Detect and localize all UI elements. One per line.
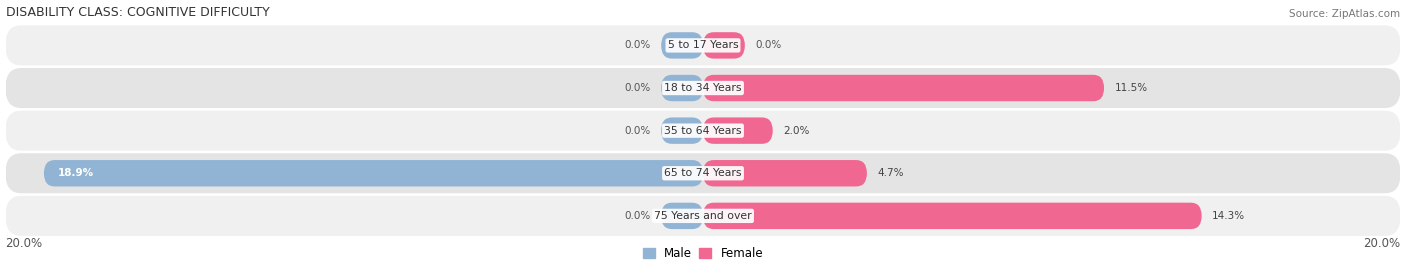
Text: 0.0%: 0.0%	[755, 40, 782, 50]
Text: 18 to 34 Years: 18 to 34 Years	[664, 83, 742, 93]
FancyBboxPatch shape	[44, 160, 703, 187]
Text: 20.0%: 20.0%	[1364, 237, 1400, 250]
Text: 20.0%: 20.0%	[6, 237, 42, 250]
Text: 65 to 74 Years: 65 to 74 Years	[664, 168, 742, 178]
FancyBboxPatch shape	[661, 75, 703, 101]
Text: 2.0%: 2.0%	[783, 126, 810, 136]
Text: 18.9%: 18.9%	[58, 168, 94, 178]
FancyBboxPatch shape	[661, 117, 703, 144]
Text: 35 to 64 Years: 35 to 64 Years	[664, 126, 742, 136]
FancyBboxPatch shape	[6, 153, 1400, 193]
Text: 75 Years and over: 75 Years and over	[654, 211, 752, 221]
FancyBboxPatch shape	[6, 68, 1400, 108]
FancyBboxPatch shape	[703, 117, 773, 144]
Text: 11.5%: 11.5%	[1115, 83, 1147, 93]
Text: 0.0%: 0.0%	[624, 126, 651, 136]
FancyBboxPatch shape	[703, 75, 1104, 101]
FancyBboxPatch shape	[703, 203, 1202, 229]
FancyBboxPatch shape	[6, 25, 1400, 65]
Text: 0.0%: 0.0%	[624, 211, 651, 221]
FancyBboxPatch shape	[6, 111, 1400, 151]
Text: DISABILITY CLASS: COGNITIVE DIFFICULTY: DISABILITY CLASS: COGNITIVE DIFFICULTY	[6, 6, 270, 19]
Text: 14.3%: 14.3%	[1212, 211, 1246, 221]
Text: 4.7%: 4.7%	[877, 168, 904, 178]
FancyBboxPatch shape	[703, 32, 745, 59]
FancyBboxPatch shape	[661, 32, 703, 59]
Legend: Male, Female: Male, Female	[638, 243, 768, 265]
Text: 0.0%: 0.0%	[624, 40, 651, 50]
Text: Source: ZipAtlas.com: Source: ZipAtlas.com	[1289, 9, 1400, 19]
Text: 0.0%: 0.0%	[624, 83, 651, 93]
FancyBboxPatch shape	[703, 160, 868, 187]
FancyBboxPatch shape	[661, 203, 703, 229]
FancyBboxPatch shape	[6, 196, 1400, 236]
Text: 5 to 17 Years: 5 to 17 Years	[668, 40, 738, 50]
